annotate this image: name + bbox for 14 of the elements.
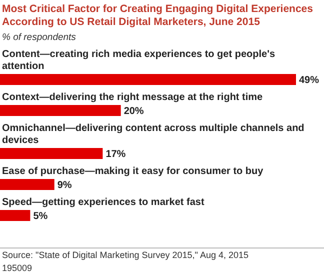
y-tick-label: Content—creating rich media experiences to get people's attention [2, 49, 276, 72]
chart-title: Most Critical Factor for Creating Engaging Digital Experiences According to US Retail Digital Marketers, June 2015 [2, 3, 314, 28]
source-note: Source: "State of Digital Marketing Survey 2015," Aug 4, 2015 [2, 250, 249, 260]
data-label: 17% [106, 149, 126, 160]
chart-subtitle: % of respondents [2, 32, 76, 43]
y-tick-label: Speed—getting experiences to market fast [2, 197, 205, 208]
data-label: 49% [299, 75, 320, 86]
data-label: 9% [57, 180, 72, 191]
data-label: 5% [33, 211, 48, 222]
data-label: 20% [124, 106, 144, 117]
y-tick-label: Context—delivering the right message at the right time [2, 92, 264, 103]
y-tick-label: Ease of purchase—making it easy for consumer to buy [2, 166, 264, 177]
text: 195009 [2, 263, 32, 273]
y-tick-label: Omnichannel—delivering content across multiple channels and devices [2, 123, 304, 146]
